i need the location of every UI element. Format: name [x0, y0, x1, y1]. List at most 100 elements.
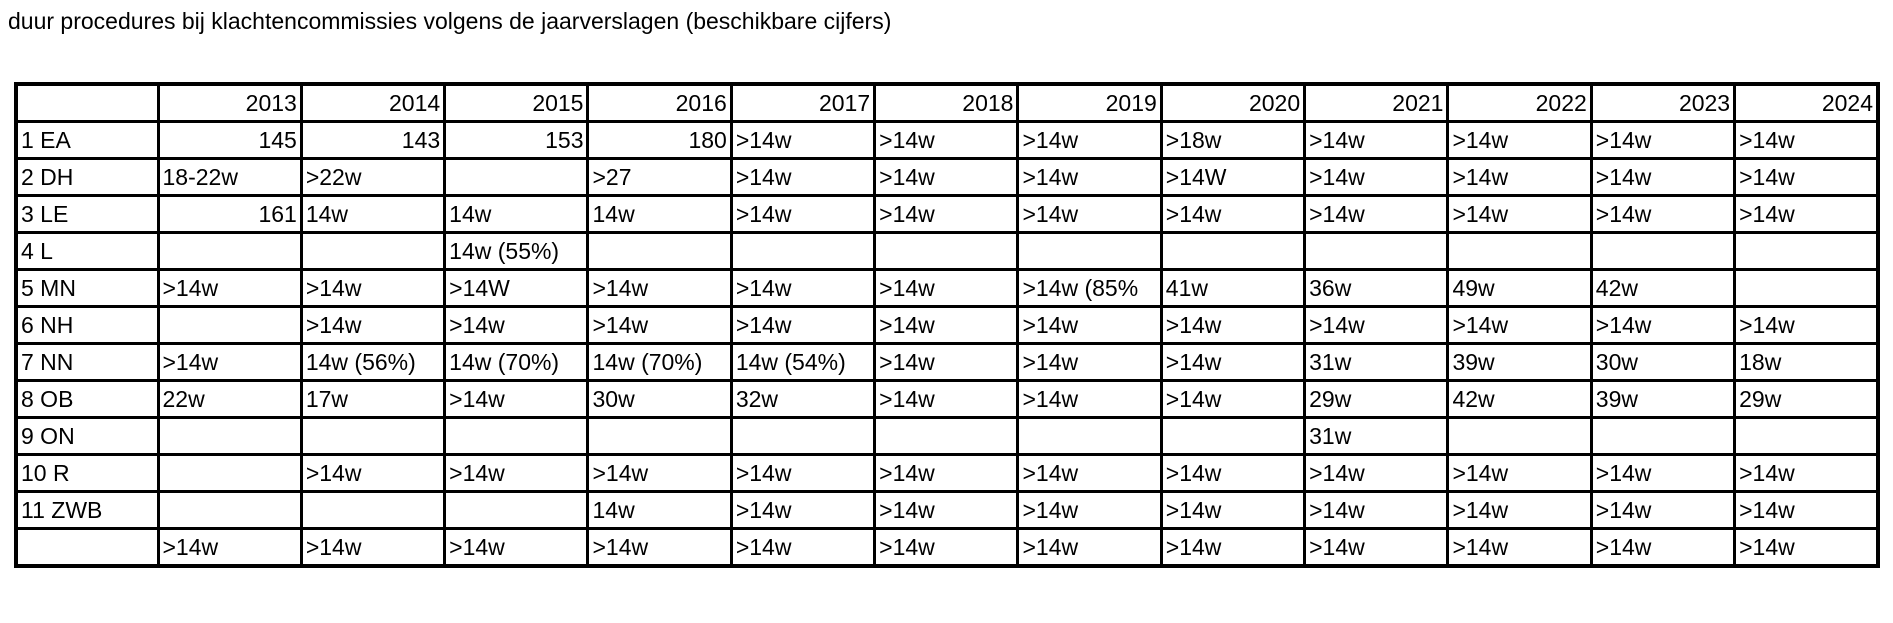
duration-cell [1159, 416, 1307, 456]
duration-cell: >14w [1016, 194, 1163, 234]
duration-cell [1016, 231, 1163, 271]
duration-cell: 31w [1303, 342, 1450, 382]
commission-label-cell: 8 OB [14, 379, 160, 419]
duration-cell: >18w [1159, 120, 1307, 160]
corner-cell [14, 82, 160, 123]
duration-cell: >14w [873, 120, 1020, 160]
duration-cell: 145 [156, 120, 303, 160]
duration-cell: >14w [729, 157, 877, 197]
duration-cell: 41w [1159, 268, 1307, 308]
procedure-duration-table: 2013 2014 2015 2016 2017 2018 2019 2020 2021 2022… [14, 82, 1880, 568]
duration-cell [299, 231, 447, 271]
duration-cell: 42w [1589, 268, 1737, 308]
year-header-cell: 2022 [1446, 82, 1593, 123]
duration-cell: >14w [299, 305, 447, 345]
duration-cell: 14w (56%) [299, 342, 447, 382]
duration-cell: 30w [586, 379, 733, 419]
duration-cell: 18-22w [156, 157, 303, 197]
year-header-cell: 2018 [873, 82, 1020, 123]
duration-cell: >14w [873, 305, 1020, 345]
duration-cell: >14w [1446, 120, 1593, 160]
duration-cell: >14w [1446, 527, 1593, 568]
table-row: 2 DH 18-22w >22w >27 >14w >14w >14w >14W >14w >14… [14, 157, 1880, 197]
commission-label-cell: 11 ZWB [14, 490, 160, 530]
duration-cell: 14w (70%) [586, 342, 733, 382]
year-header-cell: 2017 [729, 82, 877, 123]
duration-cell: >14w [873, 379, 1020, 419]
duration-cell: >14w [1159, 453, 1307, 493]
commission-label-cell: 10 R [14, 453, 160, 493]
duration-cell: >14w [873, 490, 1020, 530]
commission-label-cell: 2 DH [14, 157, 160, 197]
duration-cell: >14w [1589, 157, 1737, 197]
duration-cell: >14w [1016, 453, 1163, 493]
duration-cell: >14w [873, 194, 1020, 234]
duration-cell: >14w [873, 453, 1020, 493]
duration-cell [1733, 416, 1880, 456]
duration-cell: >14W [443, 268, 590, 308]
duration-cell: >14w [873, 157, 1020, 197]
duration-cell: >14w [1733, 120, 1880, 160]
duration-cell: >14w [586, 453, 733, 493]
table-row: 6 NH >14w >14w >14w >14w >14w >14w >14w >14w >14w… [14, 305, 1880, 345]
year-header-cell: 2014 [299, 82, 447, 123]
duration-cell [1016, 416, 1163, 456]
duration-cell [586, 416, 733, 456]
year-header-cell: 2019 [1016, 82, 1163, 123]
duration-cell [156, 416, 303, 456]
duration-cell: >14w [873, 342, 1020, 382]
duration-cell [1446, 231, 1593, 271]
duration-cell: >14w [1733, 527, 1880, 568]
duration-cell: 17w [299, 379, 447, 419]
duration-cell: >14w [1589, 120, 1737, 160]
duration-cell: >14w [1159, 342, 1307, 382]
duration-cell: 29w [1733, 379, 1880, 419]
duration-cell: >14w [1589, 194, 1737, 234]
duration-cell: 31w [1303, 416, 1450, 456]
table-row: 1 EA 145 143 153 180 >14w >14w >14w >18w >14w >14w… [14, 120, 1880, 160]
duration-cell [1303, 231, 1450, 271]
duration-cell: >14w [1589, 305, 1737, 345]
duration-cell: 14w (70%) [443, 342, 590, 382]
commission-label-cell: 3 LE [14, 194, 160, 234]
duration-cell: >14w [1159, 490, 1307, 530]
duration-cell [443, 157, 590, 197]
duration-cell: >14w [1589, 453, 1737, 493]
duration-cell: >27 [586, 157, 733, 197]
duration-cell: >22w [299, 157, 447, 197]
commission-label-cell: 9 ON [14, 416, 160, 456]
table-row: 11 ZWB 14w >14w >14w >14w >14w >14w >14w >14w >14… [14, 490, 1880, 530]
duration-cell [299, 416, 447, 456]
duration-cell: 36w [1303, 268, 1450, 308]
duration-cell [1733, 268, 1880, 308]
duration-cell: 39w [1589, 379, 1737, 419]
duration-cell: >14w [729, 490, 877, 530]
table-row: 4 L 14w (55%) [14, 231, 1880, 271]
duration-cell: >14w [156, 527, 303, 568]
duration-cell: 14w [299, 194, 447, 234]
table-row: 8 OB 22w 17w >14w 30w 32w >14w >14w >14w 29w 42w 39… [14, 379, 1880, 419]
year-header-cell: 2020 [1159, 82, 1307, 123]
duration-cell [1446, 416, 1593, 456]
duration-cell: >14w [1016, 120, 1163, 160]
duration-cell: >14w [1446, 157, 1593, 197]
duration-cell: >14w [443, 527, 590, 568]
duration-cell [1159, 231, 1307, 271]
duration-cell: >14w [1733, 157, 1880, 197]
duration-cell: >14W [1159, 157, 1307, 197]
duration-cell: >14w [1159, 194, 1307, 234]
year-header-cell: 2021 [1303, 82, 1450, 123]
duration-cell: >14w [443, 379, 590, 419]
duration-cell: >14w [1589, 490, 1737, 530]
duration-cell [873, 231, 1020, 271]
duration-cell [1733, 231, 1880, 271]
duration-cell: >14w [1733, 453, 1880, 493]
duration-cell: 49w [1446, 268, 1593, 308]
duration-cell [729, 416, 877, 456]
commission-label-cell: 4 L [14, 231, 160, 271]
duration-cell [873, 416, 1020, 456]
duration-cell: >14w [1303, 194, 1450, 234]
duration-cell [443, 490, 590, 530]
duration-cell: >14w [586, 305, 733, 345]
duration-cell: 180 [586, 120, 733, 160]
